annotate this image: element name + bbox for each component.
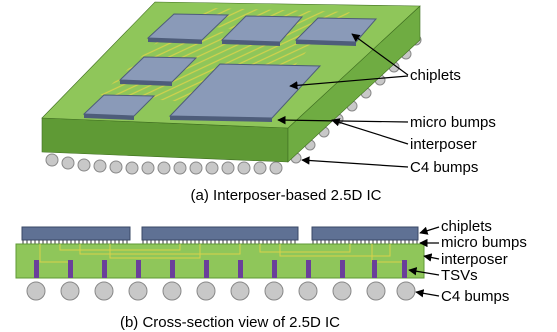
top-chiplets bbox=[82, 13, 378, 122]
chiplet bbox=[21, 226, 131, 241]
top-view-diagram: chiplets micro bumps interposer C4 bumps… bbox=[41, 1, 496, 204]
cs-label-interposer: interposer bbox=[441, 251, 508, 268]
cs-label-micro-bumps: micro bumps bbox=[441, 234, 527, 251]
c4-bumps bbox=[26, 281, 416, 301]
arrow bbox=[351, 33, 409, 76]
interposer bbox=[15, 243, 425, 279]
cs-label-c4-bumps: C4 bumps bbox=[441, 288, 509, 305]
arrow bbox=[415, 289, 440, 298]
chiplet bbox=[170, 116, 272, 122]
top-label-c4-bumps: C4 bumps bbox=[410, 159, 478, 176]
chiplet bbox=[84, 114, 134, 120]
arrow bbox=[289, 75, 409, 90]
chiplet bbox=[148, 38, 202, 44]
top-label-interposer: interposer bbox=[410, 136, 477, 153]
cross-section-diagram: chiplets micro bumps interposer TSVs C4 … bbox=[15, 218, 527, 331]
caption-a: (a) Interposer-based 2.5D IC bbox=[191, 187, 382, 204]
chiplet bbox=[141, 226, 299, 241]
chiplet bbox=[220, 15, 304, 43]
chiplet bbox=[311, 226, 419, 241]
chiplet bbox=[146, 13, 230, 41]
top-label-chiplets: chiplets bbox=[410, 67, 461, 84]
top-label-micro-bumps: micro bumps bbox=[410, 114, 496, 131]
arrow bbox=[301, 156, 409, 168]
arrow bbox=[423, 253, 440, 262]
chiplet bbox=[222, 40, 280, 46]
arrow bbox=[331, 118, 409, 145]
arrow bbox=[419, 226, 440, 235]
cs-label-tsvs: TSVs bbox=[441, 267, 478, 284]
arrow bbox=[277, 115, 409, 125]
caption-b: (b) Cross-section view of 2.5D IC bbox=[120, 314, 340, 331]
arrow bbox=[408, 267, 440, 276]
tsvs bbox=[34, 260, 407, 278]
chiplet bbox=[120, 80, 172, 86]
cs-label-chiplets: chiplets bbox=[441, 218, 492, 235]
chiplet bbox=[296, 40, 356, 46]
